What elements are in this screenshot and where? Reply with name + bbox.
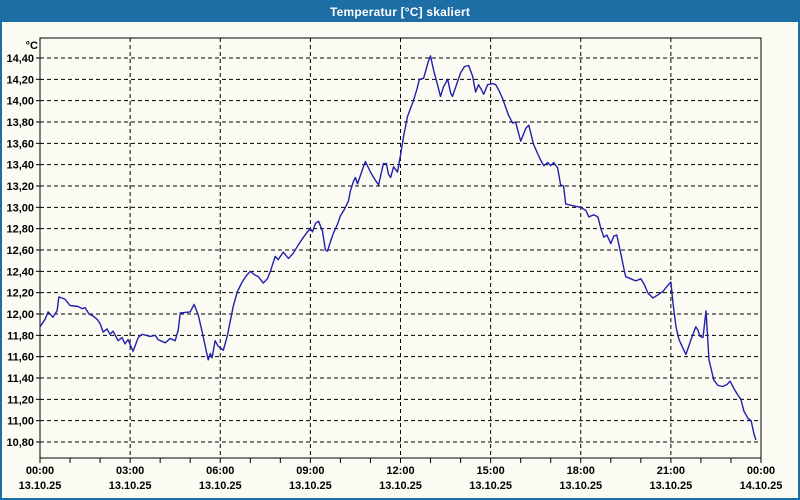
window-title: Temperatur [°C] skaliert [329,5,471,19]
x-date-label: 13.10.25 [649,480,692,492]
y-tick-label: 14,20 [6,74,34,86]
x-time-label: 00:00 [747,465,775,477]
y-tick-label: 10,80 [6,437,34,449]
temperature-line [39,55,757,441]
chart-area: 14,40 14,20 14,00 13,80 13,60 13,40 13,20 13,00… [2,22,798,498]
y-tick-label: 13,60 [6,138,34,150]
x-date-label: 13.10.25 [199,480,242,492]
plot-border [39,37,762,459]
x-time-label: 12:00 [386,465,414,477]
x-time-label: 09:00 [296,465,324,477]
temperature-line-chart: 14,40 14,20 14,00 13,80 13,60 13,40 13,20 13,00… [6,37,783,492]
x-time-label: 15:00 [477,465,505,477]
x-date-label: 13.10.25 [469,480,512,492]
y-tick-label: 12,00 [6,309,34,321]
y-tick-label: 11,40 [7,373,34,385]
y-tick-label: 13,20 [6,181,34,193]
y-tick-label: 11,20 [7,394,34,406]
title-bar[interactable]: Temperatur [°C] skaliert [2,2,798,22]
x-date-label: 13.10.25 [559,480,602,492]
y-tick-label: 12,20 [6,288,34,300]
x-time-label: 18:00 [567,465,595,477]
y-tick-label: 14,00 [6,96,34,108]
y-axis-unit-label: °C [26,40,38,52]
x-date-label: 13.10.25 [289,480,332,492]
y-tick-label: 11,80 [7,330,34,342]
x-time-label: 06:00 [206,465,234,477]
x-date-label: 14.10.25 [740,480,783,492]
y-tick-label: 11,00 [7,416,34,428]
y-tick-label: 13,00 [6,202,34,214]
y-tick-label: 14,40 [6,53,34,65]
y-tick-label: 12,40 [6,266,34,278]
y-tick-label: 12,80 [6,224,34,236]
x-time-label: 21:00 [657,465,685,477]
x-date-label: 13.10.25 [19,480,62,492]
x-time-label: 00:00 [26,465,54,477]
x-time-label: 03:00 [116,465,144,477]
y-tick-label: 13,80 [6,117,34,129]
x-date-label: 13.10.25 [379,480,422,492]
y-tick-label: 13,40 [6,160,34,172]
x-date-label: 13.10.25 [109,480,152,492]
y-tick-label: 11,60 [7,352,34,364]
y-tick-label: 12,60 [6,245,34,257]
